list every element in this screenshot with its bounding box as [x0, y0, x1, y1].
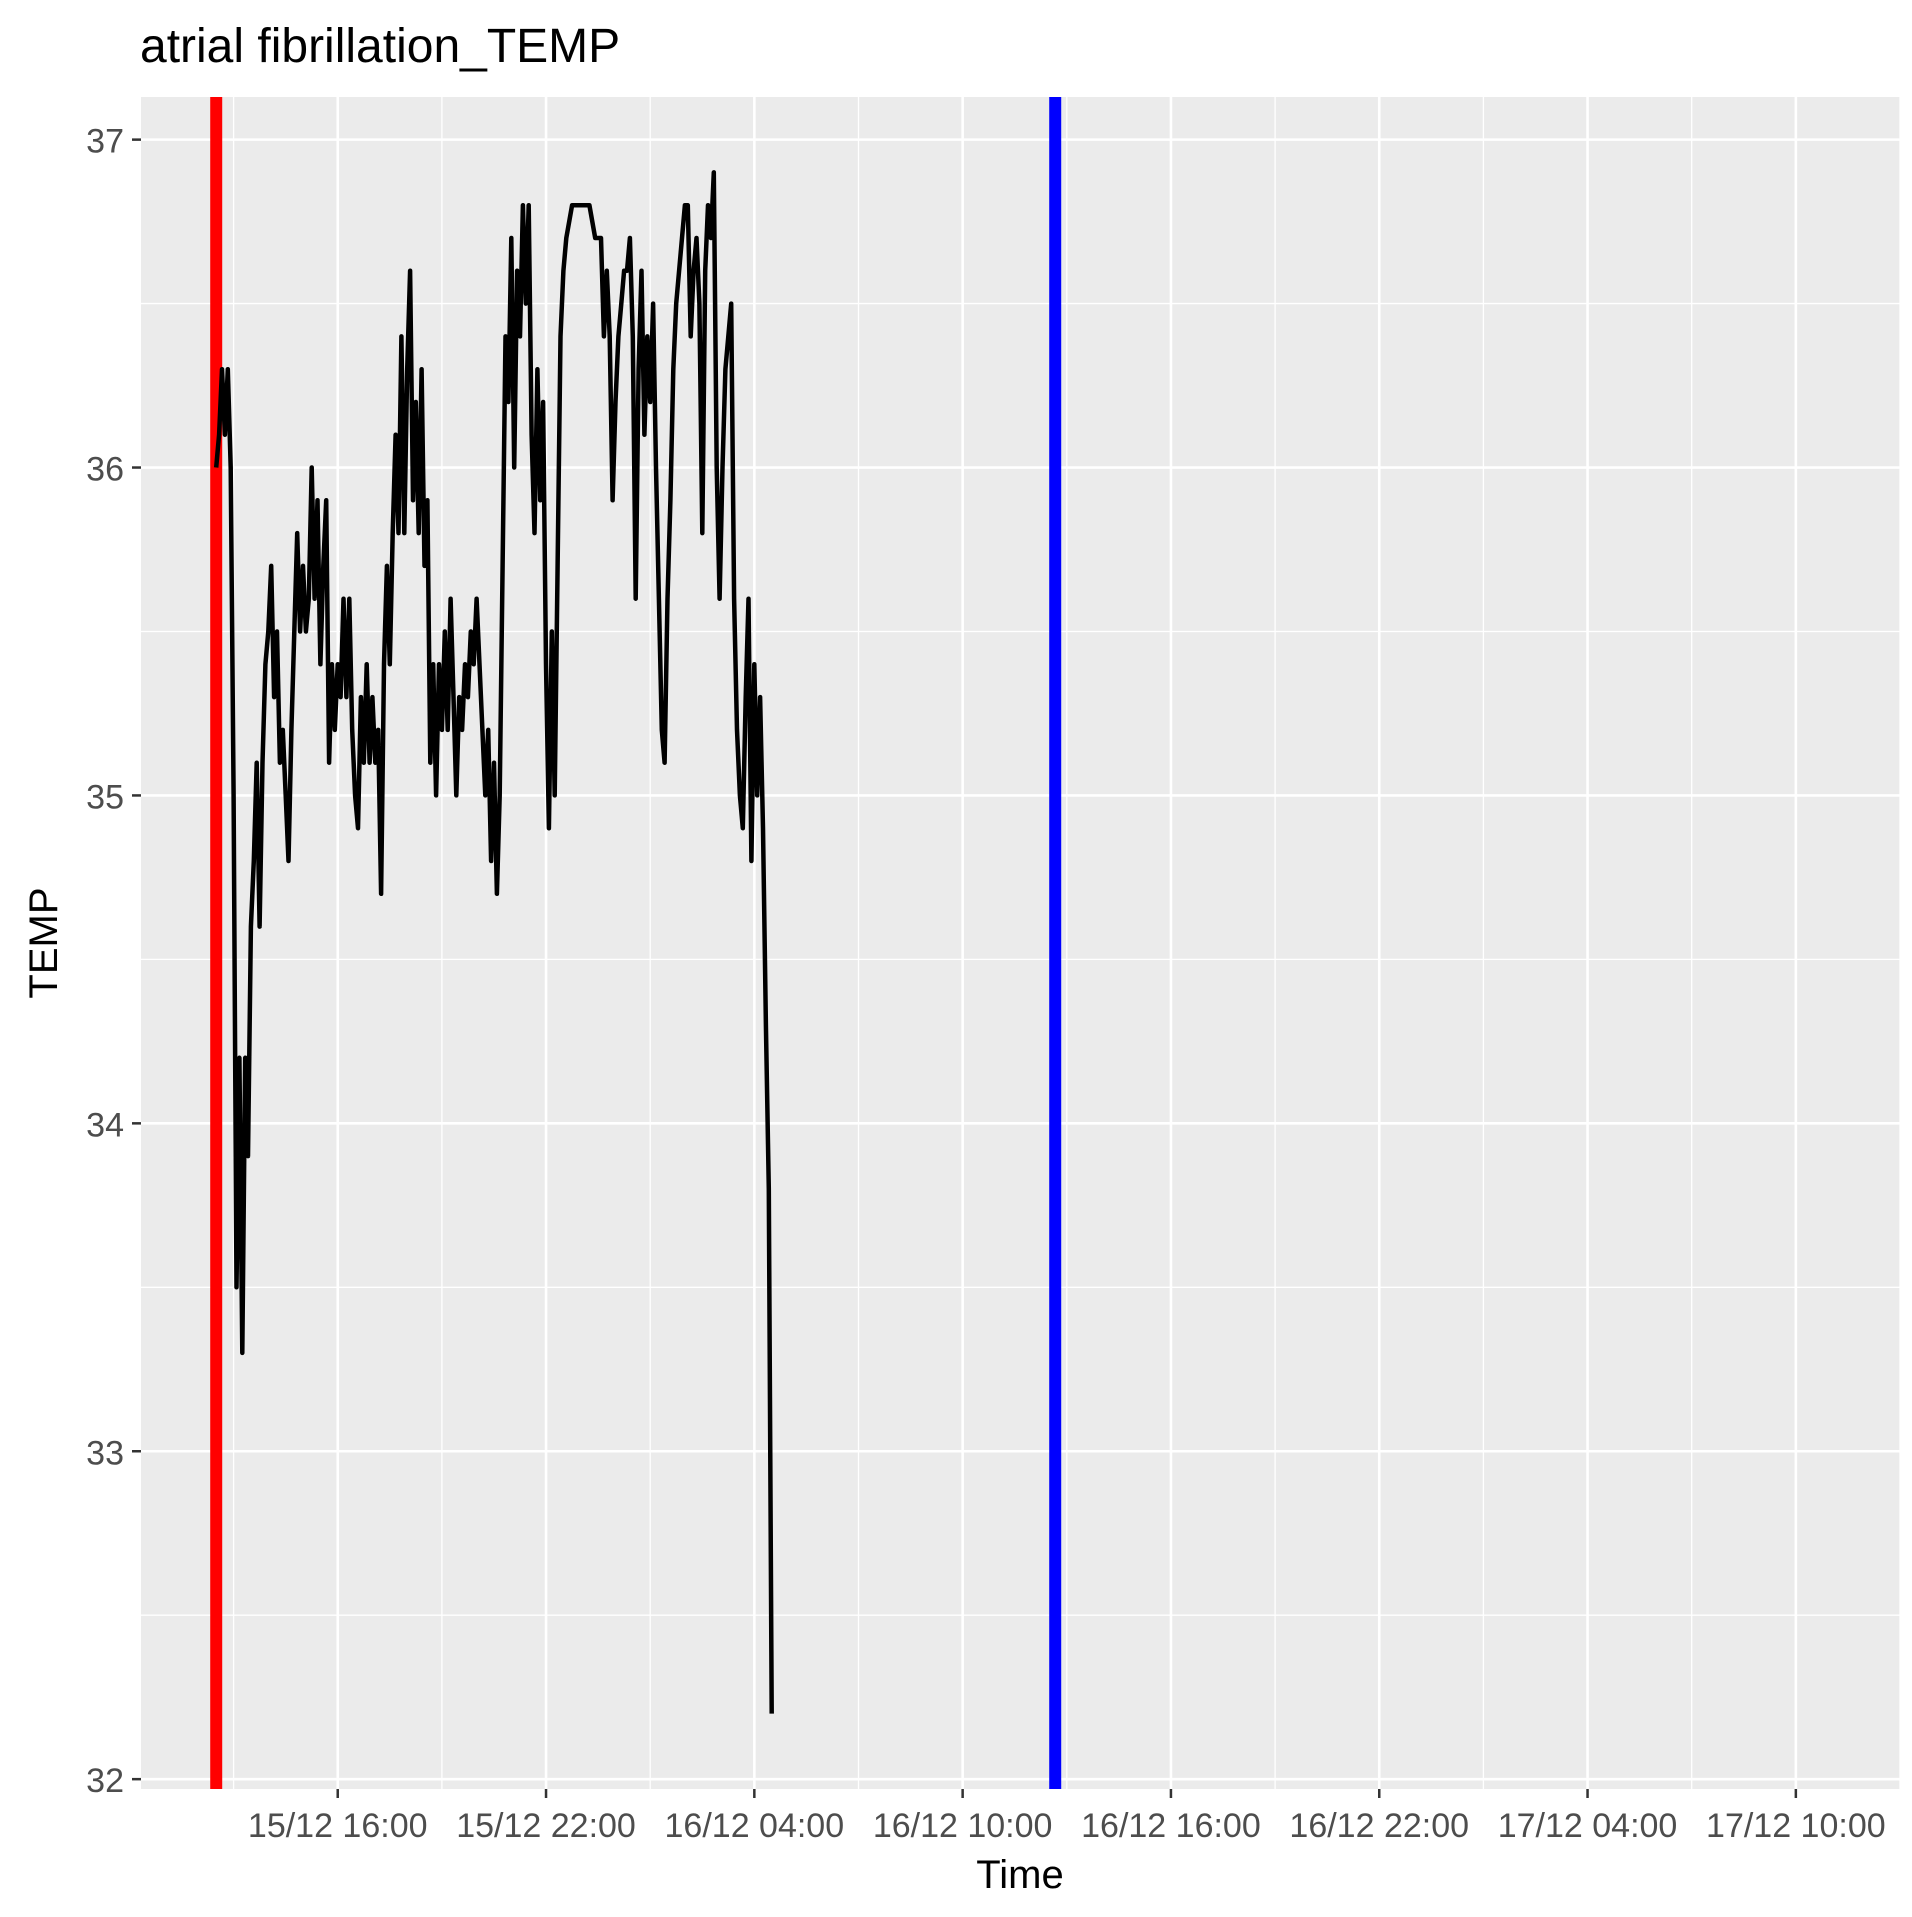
y-tick-label: 36	[86, 451, 124, 489]
y-axis: 32 33 34 35 36 37	[86, 123, 141, 1800]
x-tick-label: 16/12 04:00	[665, 1807, 845, 1845]
grid-minor	[141, 97, 1901, 1789]
chart-title: atrial fibrillation_TEMP	[140, 20, 620, 73]
y-axis-label: TEMP	[22, 887, 66, 998]
x-tick-label: 16/12 16:00	[1081, 1807, 1261, 1845]
x-tick-label: 15/12 16:00	[248, 1807, 428, 1845]
x-axis: 15/12 16:00 15/12 22:00 16/12 04:00 16/12 1…	[248, 1789, 1886, 1845]
y-tick-label: 34	[86, 1106, 124, 1144]
grid-major	[141, 97, 1900, 1789]
x-tick-label: 17/12 04:00	[1498, 1807, 1678, 1845]
x-tick-label: 16/12 22:00	[1289, 1807, 1469, 1845]
x-tick-label: 17/12 10:00	[1706, 1807, 1886, 1845]
y-tick-label: 37	[86, 123, 124, 161]
y-tick-label: 32	[86, 1762, 124, 1800]
reference-lines	[210, 97, 1062, 1789]
plot-panel	[141, 97, 1900, 1789]
y-tick-label: 33	[86, 1434, 124, 1472]
series-line-temp	[213, 170, 774, 1714]
y-tick-label: 35	[86, 778, 124, 816]
series-layer	[213, 170, 774, 1714]
x-tick-label: 16/12 10:00	[873, 1807, 1053, 1845]
x-tick-label: 15/12 22:00	[456, 1807, 636, 1845]
x-axis-label: Time	[976, 1853, 1063, 1897]
